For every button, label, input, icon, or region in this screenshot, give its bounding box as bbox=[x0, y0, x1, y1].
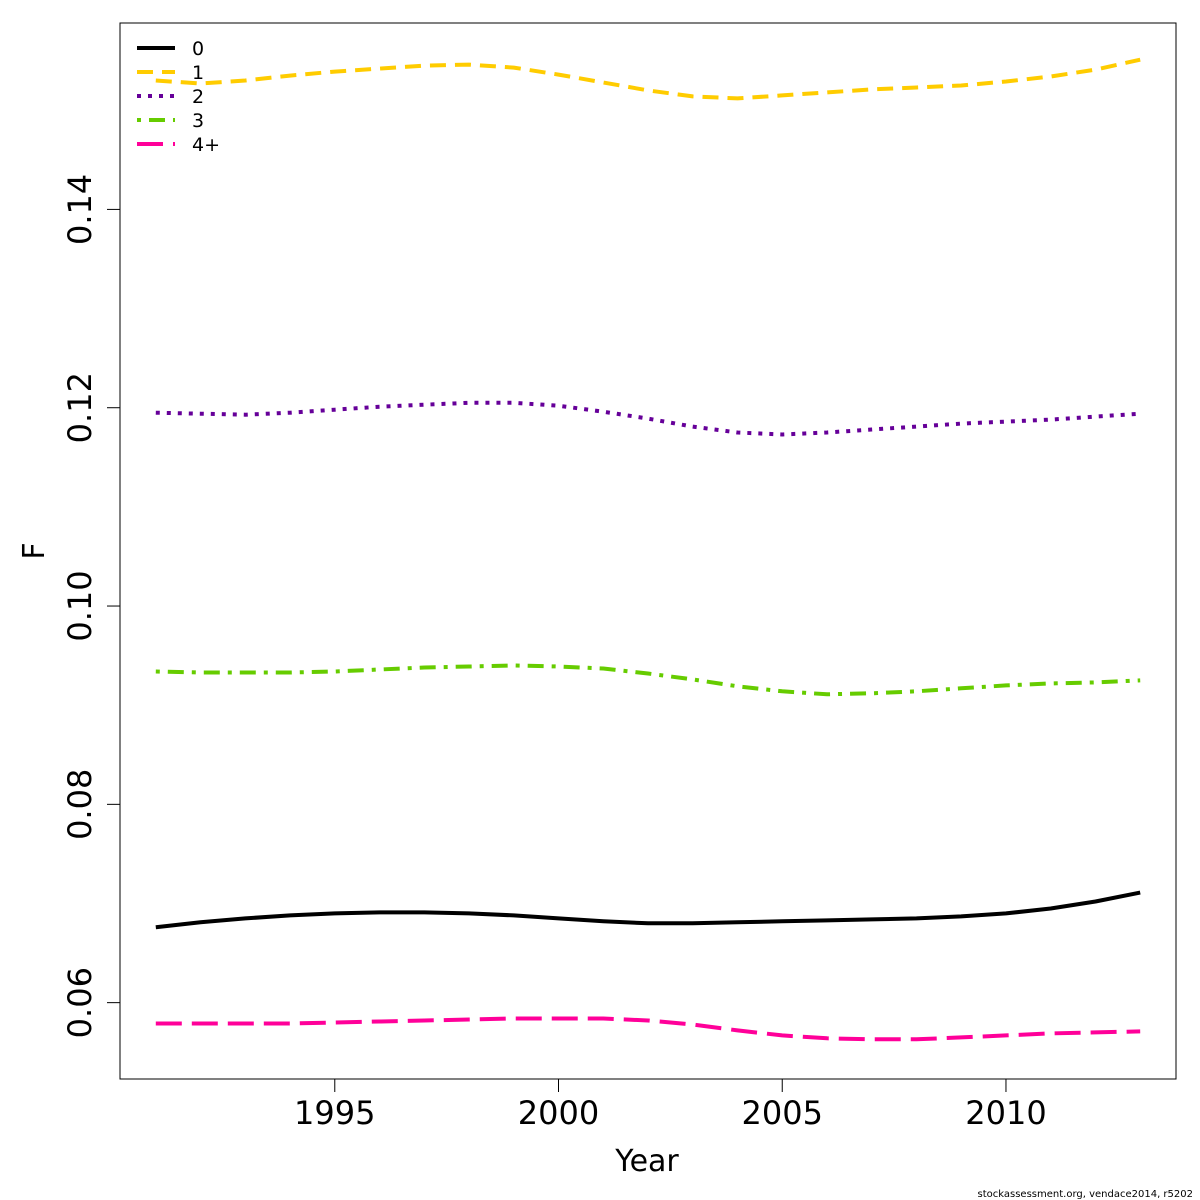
series-line-1 bbox=[155, 57, 1141, 101]
y-axis: 0.06 0.08 0.10 0.12 0.14 bbox=[61, 174, 120, 1038]
legend-label-3: 3 bbox=[192, 110, 204, 132]
legend-label-1: 1 bbox=[192, 62, 204, 84]
x-tick-label-1: 2000 bbox=[518, 1094, 599, 1132]
y-tick-label-2: 0.10 bbox=[61, 570, 99, 641]
y-tick-label-1: 0.08 bbox=[61, 769, 99, 840]
x-axis-title: Year bbox=[614, 1144, 679, 1179]
y-tick-label-3: 0.12 bbox=[61, 372, 99, 443]
legend-label-2: 2 bbox=[192, 86, 204, 108]
legend-label-4: 4+ bbox=[192, 134, 220, 156]
legend-label-0: 0 bbox=[192, 38, 204, 60]
series-line-0 bbox=[155, 890, 1141, 930]
x-tick-label-2: 2005 bbox=[742, 1094, 823, 1132]
y-tick-label-4: 0.14 bbox=[61, 174, 99, 245]
y-axis-title: F bbox=[17, 542, 52, 559]
series-line-4 bbox=[155, 1016, 1141, 1042]
x-axis: 1995 2000 2005 2010 bbox=[294, 1079, 1047, 1132]
y-tick-label-0: 0.06 bbox=[61, 967, 99, 1038]
x-tick-label-3: 2010 bbox=[965, 1094, 1046, 1132]
series-line-2 bbox=[155, 400, 1141, 437]
x-tick-label-0: 1995 bbox=[294, 1094, 375, 1132]
footer-credit: stockassessment.org, vendace2014, r5202 bbox=[978, 1189, 1193, 1200]
series-line-3 bbox=[155, 663, 1141, 697]
series-layer bbox=[155, 57, 1141, 1042]
plot-frame bbox=[119, 22, 1177, 1080]
